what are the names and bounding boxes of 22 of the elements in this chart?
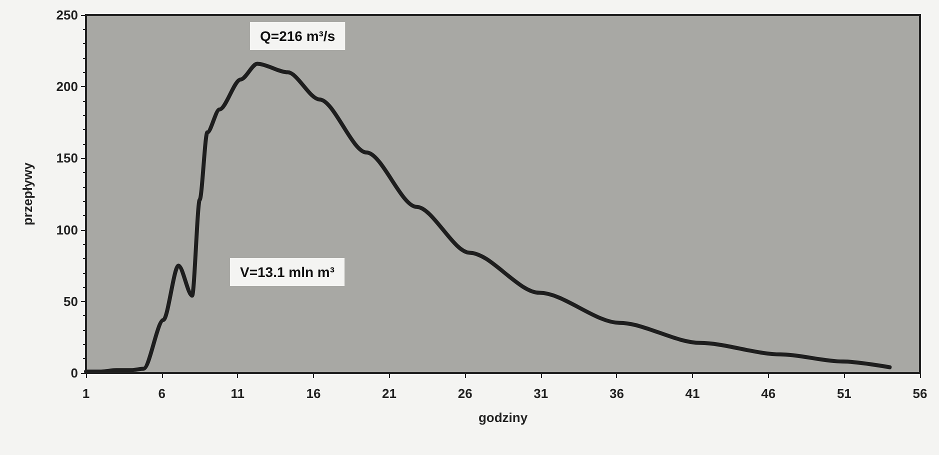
x-tick-label: 16 [306,386,321,401]
x-tick-label: 46 [761,386,776,401]
x-tick-label: 51 [836,386,852,401]
y-tick-label: 100 [56,222,78,238]
x-tick-label: 1 [82,386,90,401]
y-tick-label: 150 [56,150,78,166]
x-tick-label: 31 [534,386,548,401]
x-tick-label: 36 [609,386,624,401]
annotation: Q=216 m³/s [260,28,336,44]
x-tick-label: 6 [158,386,166,401]
x-tick-label: 21 [382,386,397,401]
y-tick-label: 50 [64,294,78,309]
y-tick-label: 250 [56,8,78,22]
x-axis-title: godziny [478,410,528,425]
y-tick-label: 200 [56,79,78,94]
annotation: V=13.1 mln m³ [240,264,335,280]
x-tick-label: 41 [685,386,700,401]
y-tick-label: 0 [70,366,78,380]
x-tick-label: 11 [230,386,245,401]
x-tick-label: 26 [458,386,472,401]
y-axis-title: przepływy [20,162,35,226]
x-tick-label: 56 [912,386,928,401]
